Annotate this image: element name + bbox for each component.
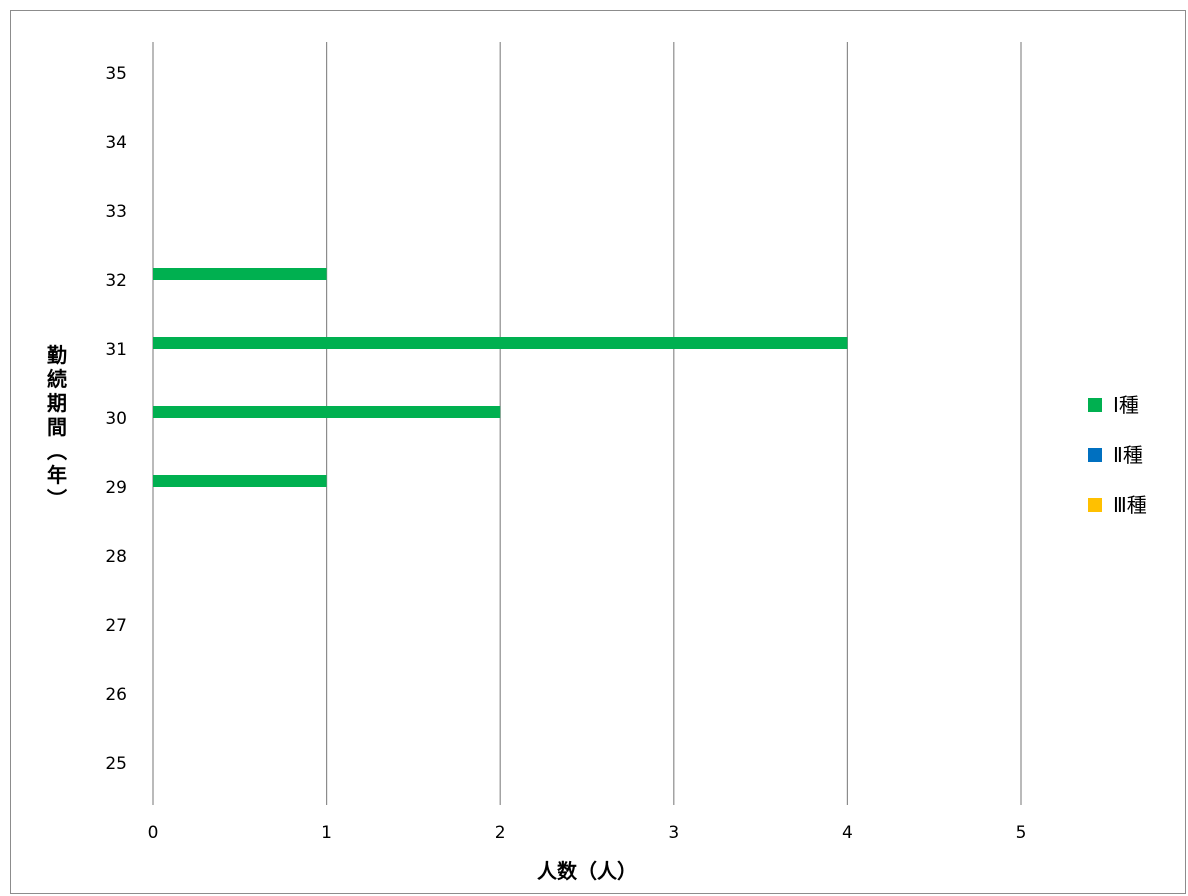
y-axis-ticks: 25 26 27 28 29 30 31 32 33 34 35	[105, 64, 127, 774]
x-tick-label: 3	[668, 823, 679, 843]
legend-label: Ⅰ種	[1113, 393, 1139, 417]
y-tick-label: 33	[105, 202, 127, 222]
legend-swatch	[1088, 448, 1102, 462]
x-tick-label: 0	[148, 823, 159, 843]
x-tick-label: 4	[842, 823, 853, 843]
x-tick-label: 1	[321, 823, 332, 843]
x-axis-title: 人数（人）	[537, 859, 637, 883]
y-tick-label: 28	[105, 547, 127, 567]
y-tick-label: 25	[105, 754, 127, 774]
bar-32-series-0	[153, 268, 327, 280]
legend-swatch	[1088, 398, 1102, 412]
y-tick-label: 31	[105, 340, 127, 360]
gridlines	[152, 42, 1022, 805]
y-tick-label: 29	[105, 478, 127, 498]
bar-30-series-0	[153, 406, 501, 418]
legend-swatch	[1088, 498, 1102, 512]
y-tick-label: 26	[105, 685, 127, 705]
y-tick-label: 30	[105, 409, 127, 429]
x-axis-ticks: 0 1 2 3 4 5	[148, 823, 1027, 843]
bars	[153, 268, 848, 487]
y-tick-label: 32	[105, 271, 127, 291]
x-tick-label: 5	[1016, 823, 1027, 843]
y-tick-label: 27	[105, 616, 127, 636]
chart-area	[10, 10, 1186, 894]
y-tick-label: 35	[105, 64, 127, 84]
y-axis-title: 勤続期間︵年︶	[47, 343, 67, 511]
legend-label: Ⅱ種	[1113, 443, 1143, 467]
y-tick-label: 34	[105, 133, 127, 153]
bar-31-series-0	[153, 337, 848, 349]
legend-label: Ⅲ種	[1113, 493, 1147, 517]
bar-29-series-0	[153, 475, 327, 487]
x-tick-label: 2	[495, 823, 506, 843]
legend: Ⅰ種 Ⅱ種 Ⅲ種	[1088, 393, 1147, 517]
